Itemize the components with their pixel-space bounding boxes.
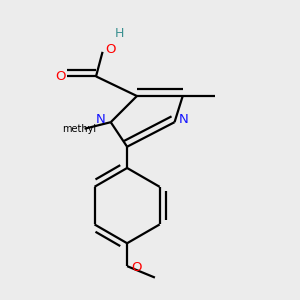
Text: N: N [96, 113, 106, 126]
Text: O: O [105, 43, 116, 56]
Text: O: O [131, 261, 142, 274]
Text: H: H [115, 27, 124, 40]
Text: N: N [178, 113, 188, 126]
Text: O: O [56, 70, 66, 83]
Text: methyl: methyl [63, 124, 97, 134]
